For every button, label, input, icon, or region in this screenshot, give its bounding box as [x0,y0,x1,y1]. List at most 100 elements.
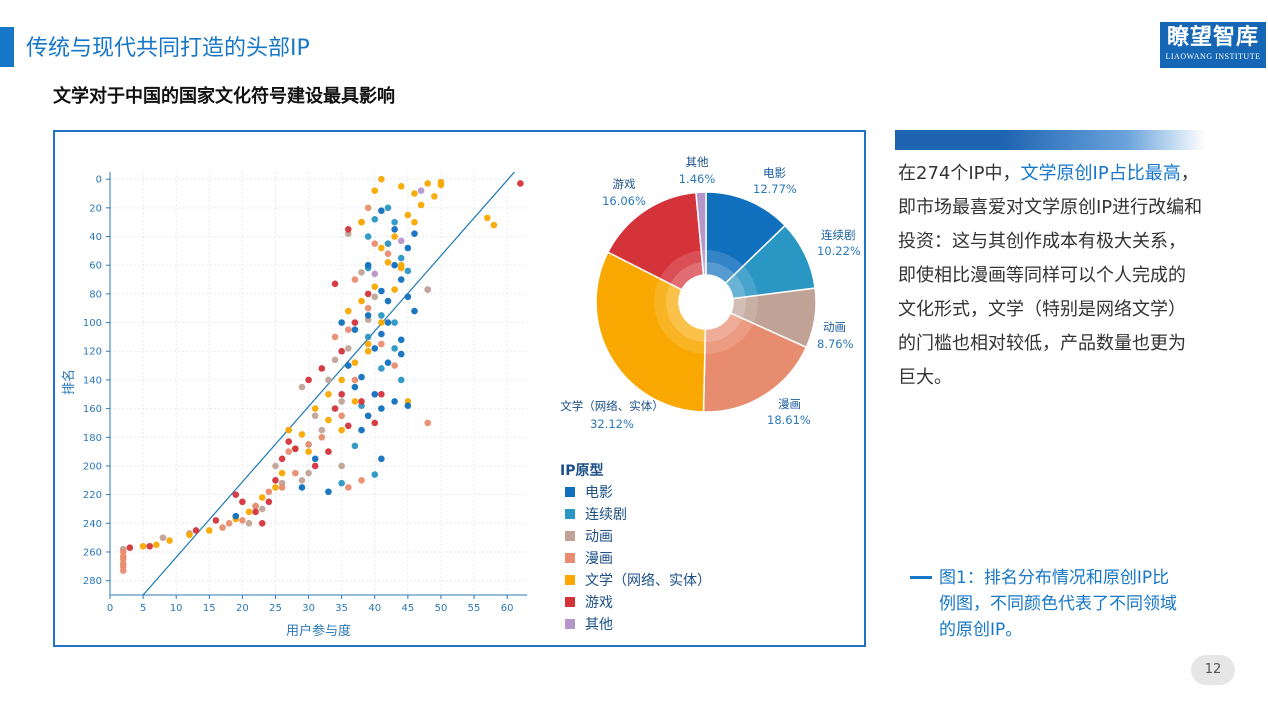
scatter-point [331,333,339,341]
scatter-point [311,455,319,463]
scatter-point [397,261,405,269]
scatter-point [391,362,398,369]
scatter-point [338,398,345,405]
scatter-point [358,398,365,405]
caption-dash [910,576,932,579]
legend-swatch [565,553,575,563]
scatter-point [285,448,293,455]
scatter-point [325,448,332,455]
scatter-point [517,180,524,187]
scatter-point [245,508,253,516]
y-tick-label: 80 [89,289,102,300]
y-tick-label: 140 [83,375,102,386]
pie-value-label: 1.46% [679,172,716,186]
scatter-point [378,365,385,372]
scatter-point [384,250,392,258]
pie-value-label: 32.12% [590,417,634,431]
scatter-point [338,426,345,434]
scatter-point [358,476,365,484]
scatter-point [378,244,385,252]
scatter-point [258,494,266,501]
scatter-point [391,398,398,405]
scatter-point [272,476,279,484]
description-part-1: 在274个IP中， [898,163,1021,184]
scatter-point [351,276,359,283]
scatter-point [325,376,332,384]
scatter-point [364,340,372,348]
y-tick-label: 20 [89,203,102,214]
scatter-point [351,398,359,405]
y-tick-label: 180 [83,433,102,444]
scatter-point [417,201,425,209]
scatter-point [364,233,372,240]
scatter-point [364,290,372,298]
scatter-point [371,283,379,291]
scatter-point [404,293,412,301]
pie-value-label: 16.06% [602,194,646,208]
legend-label: 连续剧 [585,506,627,523]
y-tick-label: 280 [83,576,102,587]
scatter-point [232,491,240,498]
y-tick-label: 120 [83,347,102,358]
scatter-point [344,484,352,491]
x-tick-label: 40 [368,603,381,614]
scatter-point [424,286,432,293]
scatter-point [305,376,312,384]
scatter-point [272,462,279,470]
y-tick-label: 240 [83,519,102,530]
scatter-point [371,187,379,194]
y-tick-label: 40 [89,232,102,243]
legend-swatch [565,509,575,519]
scatter-point [490,221,498,229]
scatter-point [338,376,345,384]
pie-label: 游戏 [613,177,636,191]
legend-label: 漫画 [585,551,613,567]
scatter-point [391,319,398,326]
legend-swatch [565,597,575,607]
scatter-point [166,537,173,544]
y-axis-title: 排名 [61,369,77,395]
legend-swatch [565,619,575,629]
scatter-point [384,319,392,326]
x-tick-label: 20 [236,603,249,614]
description-part-2: ，即市场最喜爱对文学原创IP进行改编和投资：这与其创作成本有极大关系，即使相比漫… [898,163,1203,388]
legend-swatch [565,487,575,497]
scatter-point [351,319,359,326]
x-tick-label: 10 [170,603,183,614]
scatter-point [351,359,359,367]
scatter-point [272,484,279,491]
scatter-point [397,276,405,283]
scatter-point [305,469,312,477]
scatter-point [232,512,240,520]
scatter-point [278,469,286,477]
scatter-point [298,484,306,491]
x-tick-label: 0 [107,603,113,614]
scatter-point [424,180,432,187]
section-title: 传统与现代共同打造的头部IP [26,36,310,61]
scatter-point [371,240,379,247]
scatter-point [411,230,418,237]
scatter-point [126,544,134,551]
scatter-point [338,319,345,326]
scatter-point [338,479,345,487]
scatter-point [278,455,286,463]
scatter-point [358,426,365,434]
x-axis-title: 用户参与度 [286,623,351,639]
scatter-point [424,419,432,427]
scatter-point [351,442,359,450]
scatter-point [265,488,273,496]
legend-label: 动画 [585,529,613,545]
scatter-point [344,345,352,352]
scatter-point [258,520,266,527]
chart-frame: 0 5 10 15 20 25 30 35 40 45 50 55 60 0 20 40 60 80 100 120 1… [53,130,866,647]
y-tick-label: 0 [96,175,102,186]
scatter-point [305,448,312,455]
scatter-point [225,520,233,527]
header-accent-bar [0,27,14,67]
scatter-point [252,508,259,516]
scatter-point [378,312,385,319]
scatter-point [371,471,379,478]
scatter-point [159,534,167,541]
scatter-point [298,383,306,391]
y-tick-label: 260 [83,547,102,558]
